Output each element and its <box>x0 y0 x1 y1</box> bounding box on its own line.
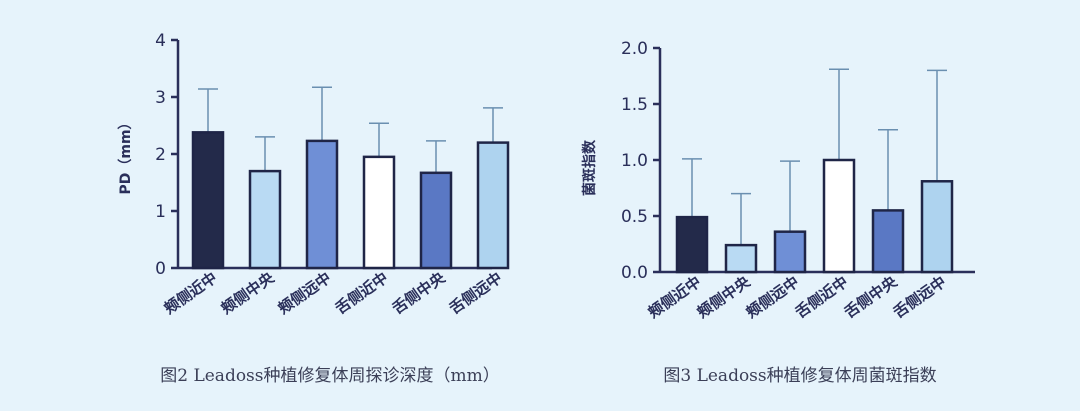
bar <box>248 169 282 270</box>
category-label: 颊侧中央 <box>694 272 754 322</box>
y-axis-label: 菌斑指数 <box>581 139 598 196</box>
category-label: 舌侧远中 <box>890 273 949 322</box>
y-axis-label: PD（mm） <box>118 115 134 194</box>
y-tick-label: 2.0 <box>621 39 648 59</box>
bar <box>476 141 510 270</box>
category-label: 颊侧近中 <box>161 269 220 318</box>
y-tick-label: 0.5 <box>621 207 648 227</box>
y-tick-label: 1.5 <box>621 95 648 115</box>
category-label: 舌侧近中 <box>332 269 391 318</box>
y-tick-label: 4 <box>155 31 166 51</box>
category-label: 舌侧中央 <box>841 272 901 322</box>
bar <box>871 209 905 274</box>
y-tick-label: 0 <box>155 259 166 279</box>
bar <box>724 243 758 274</box>
category-label: 颊侧远中 <box>743 273 802 322</box>
category-label: 舌侧近中 <box>792 273 851 322</box>
bar <box>773 230 807 274</box>
bar <box>305 139 339 270</box>
category-label: 舌侧中央 <box>389 268 449 318</box>
y-tick-label: 1 <box>155 202 166 222</box>
y-tick-label: 1.0 <box>621 151 648 171</box>
bar <box>191 131 225 270</box>
figure-caption: 图3 Leadoss种植修复体周菌斑指数 <box>663 366 936 386</box>
y-tick-label: 3 <box>155 88 166 108</box>
y-tick-label: 0.0 <box>621 263 648 283</box>
bar <box>920 180 954 274</box>
category-label: 颊侧中央 <box>218 268 278 318</box>
figure-caption: 图2 Leadoss种植修复体周探诊深度（mm） <box>160 366 500 386</box>
category-label: 舌侧远中 <box>446 269 505 318</box>
bar <box>822 158 856 274</box>
chart-2: 0.0 0.5 1.0 1.5 2.0 菌斑指数颊侧近中颊侧中央颊侧远中舌侧近中舌侧中央舌… <box>581 39 975 386</box>
bar <box>362 155 396 270</box>
bar <box>419 171 453 270</box>
category-label: 颊侧远中 <box>275 269 334 318</box>
y-tick-label: 2 <box>155 145 166 165</box>
category-label: 颊侧近中 <box>645 273 704 322</box>
bar <box>675 215 709 274</box>
